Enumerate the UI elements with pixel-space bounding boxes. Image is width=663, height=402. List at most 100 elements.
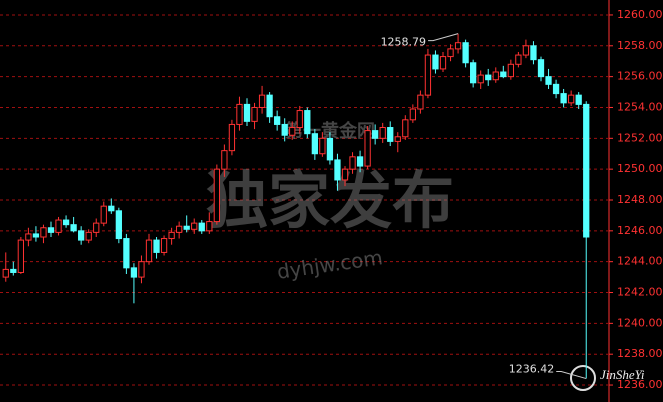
candle-body [100, 205, 107, 224]
candle-body [462, 42, 469, 64]
candle-body [266, 94, 273, 118]
candle-body [552, 83, 560, 95]
candle-body [243, 103, 251, 122]
candle-body [402, 119, 409, 138]
candle-body [70, 224, 77, 232]
logo-text: JinSheYi [600, 367, 645, 382]
y-tick-label: 1248.00 [617, 193, 663, 206]
candle-body [153, 239, 160, 253]
candle-body [55, 219, 62, 233]
annotation-line [556, 371, 587, 380]
candle-body [123, 238, 130, 269]
watermark-headline: 独家发布 [206, 164, 454, 237]
y-tick-label: 1258.00 [617, 39, 663, 52]
y-tick-label: 1250.00 [617, 162, 663, 175]
y-tick-label: 1236.00 [617, 378, 663, 391]
candle-body [575, 94, 582, 105]
logo: JinSheYi [570, 365, 645, 391]
candle-body [334, 159, 341, 181]
y-tick-label: 1242.00 [617, 286, 663, 299]
candle-body [326, 137, 334, 161]
candle-body [296, 110, 303, 129]
candle-body [304, 110, 311, 135]
candle-body [485, 74, 492, 81]
low-annotation: 1236.42 [509, 363, 555, 376]
candle-body [108, 205, 115, 212]
candle-body [417, 94, 424, 110]
candle-body [281, 123, 288, 136]
candle-body [394, 136, 401, 142]
candle-body [447, 48, 454, 58]
y-tick-label: 1240.00 [617, 316, 663, 329]
candle-body [372, 130, 379, 139]
candle-body [289, 127, 296, 136]
candle-body [236, 103, 243, 125]
annotation-line [428, 33, 459, 42]
candle-body [379, 127, 386, 139]
y-tick-label: 1256.00 [617, 70, 663, 83]
logo-icon [570, 365, 596, 391]
candle-body [507, 63, 514, 78]
candle-body [191, 222, 198, 230]
candle-body [78, 230, 85, 241]
candle-body [454, 42, 462, 50]
candle-body [583, 103, 590, 238]
candle-body [221, 150, 228, 170]
y-tick-label: 1246.00 [617, 224, 663, 237]
candle-body [470, 62, 477, 84]
candle-body [213, 168, 220, 223]
candle-body [409, 108, 416, 121]
candle-body [32, 233, 40, 238]
candle-body [537, 59, 545, 78]
high-annotation: 1258.79 [381, 36, 427, 49]
candle-body [115, 210, 122, 240]
y-tick-label: 1252.00 [617, 131, 663, 144]
candle-body [424, 54, 432, 96]
candle-body [439, 56, 447, 70]
candle-body [251, 106, 258, 122]
candle-body [183, 225, 190, 230]
candle-body [160, 238, 168, 253]
candle-body [364, 130, 371, 167]
candle-body [10, 268, 17, 273]
candle-body [432, 54, 439, 70]
candle-body [40, 227, 47, 238]
y-tick-label: 1244.00 [617, 255, 663, 268]
candle-body [47, 227, 55, 233]
candle-body [341, 168, 349, 181]
candle-body [85, 231, 92, 241]
candle-body [176, 225, 183, 233]
candle-body [387, 127, 394, 142]
candle-body [130, 267, 138, 278]
candle-body [515, 54, 522, 65]
candle-body [560, 93, 567, 104]
candle-body [17, 239, 24, 273]
y-tick-label: 1260.00 [617, 8, 663, 21]
candle-body [311, 133, 318, 155]
candle-body [93, 222, 100, 233]
candle-body [356, 156, 364, 167]
candle-body [545, 76, 552, 85]
y-tick-label: 1238.00 [617, 347, 663, 360]
candle-body [198, 222, 205, 232]
candle-body [492, 71, 499, 81]
candle-body [2, 268, 9, 278]
candle-body [168, 231, 175, 240]
candle-body [568, 94, 575, 104]
candle-body [62, 219, 70, 226]
candle-body [138, 261, 145, 278]
candle-body [228, 123, 236, 152]
candle-body [206, 221, 213, 232]
candle-body [274, 116, 281, 125]
candle-body [319, 137, 326, 155]
candle-body [25, 233, 32, 241]
candle-body [522, 45, 530, 56]
candle-body [500, 71, 507, 78]
candle-body [258, 94, 266, 108]
y-tick-label: 1254.00 [617, 100, 663, 113]
candle-body [145, 239, 153, 263]
candle-body [530, 45, 537, 61]
candle-body [349, 156, 356, 170]
